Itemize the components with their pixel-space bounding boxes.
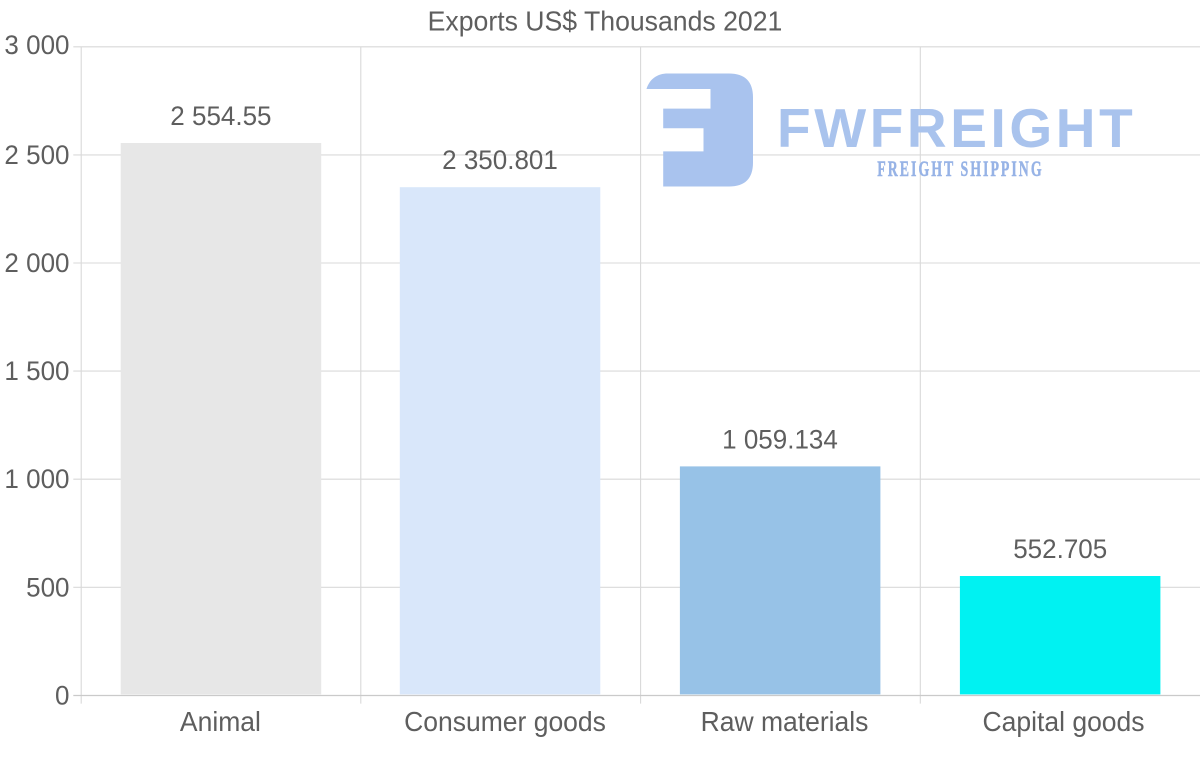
svg-text:2 350.801: 2 350.801 xyxy=(442,145,558,176)
svg-text:1 059.134: 1 059.134 xyxy=(722,424,838,455)
svg-text:Raw materials: Raw materials xyxy=(701,706,869,738)
svg-text:Consumer goods: Consumer goods xyxy=(404,706,606,738)
svg-text:3 000: 3 000 xyxy=(4,30,69,61)
svg-text:552.705: 552.705 xyxy=(1013,533,1107,564)
svg-text:FWFREIGHT: FWFREIGHT xyxy=(777,97,1136,159)
svg-text:0: 0 xyxy=(55,680,69,711)
svg-text:FREIGHT SHIPPING: FREIGHT SHIPPING xyxy=(877,157,1043,181)
svg-text:2 500: 2 500 xyxy=(4,139,69,170)
svg-text:500: 500 xyxy=(26,572,69,603)
svg-text:2 554.55: 2 554.55 xyxy=(170,101,271,132)
svg-text:2 000: 2 000 xyxy=(4,248,69,279)
svg-text:1 500: 1 500 xyxy=(4,356,69,387)
svg-text:1 000: 1 000 xyxy=(4,464,69,495)
svg-text:Animal: Animal xyxy=(180,706,261,738)
svg-text:Exports US$ Thousands 2021: Exports US$ Thousands 2021 xyxy=(428,5,783,37)
svg-text:Capital goods: Capital goods xyxy=(982,706,1144,738)
